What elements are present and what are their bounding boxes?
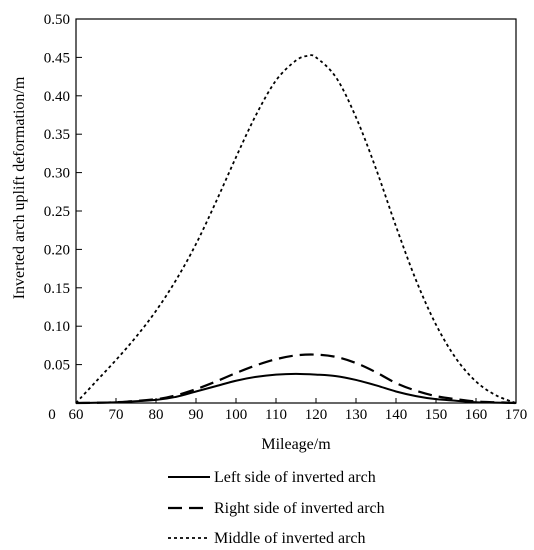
y-tick-label: 0.10 [44,319,70,335]
series-line-0 [75,372,517,404]
origin-label: 0 [48,407,56,423]
y-tick-label: 0.40 [44,89,70,105]
y-axis-ticks: 0.05 0.10 0.15 0.20 0.25 0.30 0.35 0.40 0.45 0.50 [44,12,82,374]
x-tick-label: 160 [465,407,488,423]
x-tick-label: 150 [425,407,448,423]
x-tick-label: 70 [109,407,124,423]
y-tick-label: 0.15 [44,281,70,297]
x-tick-label: 110 [265,407,287,423]
y-tick-label: 0.35 [44,127,70,143]
y-tick-label: 0.50 [44,12,70,28]
legend-label-0: Left side of inverted arch [214,469,376,486]
y-tick-label: 0.25 [44,204,70,220]
x-tick-label: 140 [385,407,408,423]
legend-label-2: Middle of inverted arch [214,530,366,547]
series-line-2 [75,54,517,404]
x-tick-label: 90 [189,407,204,423]
series-layer [75,54,517,405]
x-axis-title: Mileage/m [261,436,331,453]
x-tick-label: 130 [345,407,368,423]
y-tick-label: 0.30 [44,166,70,182]
x-tick-label: 100 [225,407,248,423]
x-tick-label: 120 [305,407,328,423]
x-tick-label: 170 [505,407,528,423]
legend-label-1: Right side of inverted arch [214,500,385,517]
y-tick-label: 0.05 [44,358,70,374]
x-tick-label: 80 [149,407,164,423]
legend: Left side of inverted arch Right side of … [168,469,385,547]
x-tick-label: 60 [69,407,84,423]
y-tick-label: 0.20 [44,242,70,258]
x-axis-ticks: 60 70 80 90 100 110 120 130 140 150 160 170 [69,398,528,423]
y-axis-title: Inverted arch uplift deformation/m [11,76,28,299]
y-tick-label: 0.45 [44,50,70,66]
plot-frame [75,18,517,404]
series-line-1 [75,353,517,405]
